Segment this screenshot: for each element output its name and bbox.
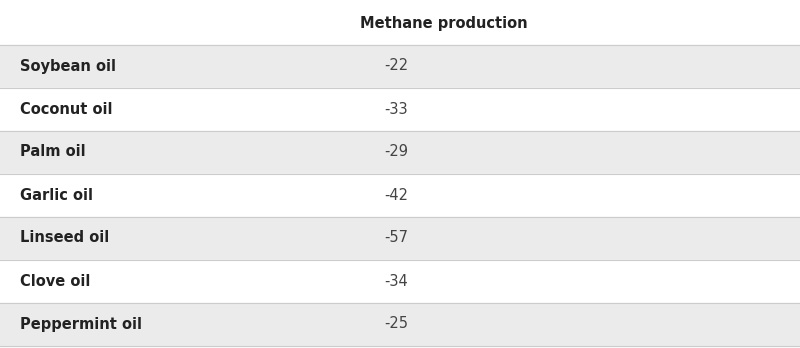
Text: Clove oil: Clove oil <box>20 274 90 288</box>
Text: Methane production: Methane production <box>360 16 528 31</box>
Text: -29: -29 <box>384 144 408 159</box>
Text: Soybean oil: Soybean oil <box>20 58 116 73</box>
Bar <box>0 302 800 346</box>
Text: -34: -34 <box>384 274 408 288</box>
Text: -22: -22 <box>384 58 408 73</box>
Text: -57: -57 <box>384 230 408 245</box>
Text: -33: -33 <box>384 102 408 117</box>
Bar <box>0 87 800 130</box>
Bar <box>0 260 800 302</box>
Text: Garlic oil: Garlic oil <box>20 188 93 203</box>
Bar <box>0 130 800 174</box>
Bar <box>0 174 800 216</box>
Text: Peppermint oil: Peppermint oil <box>20 316 142 332</box>
Text: Coconut oil: Coconut oil <box>20 102 113 117</box>
Text: Palm oil: Palm oil <box>20 144 86 159</box>
Text: -25: -25 <box>384 316 408 332</box>
Bar <box>0 216 800 260</box>
Text: Linseed oil: Linseed oil <box>20 230 110 245</box>
Bar <box>0 45 800 87</box>
Text: -42: -42 <box>384 188 408 203</box>
